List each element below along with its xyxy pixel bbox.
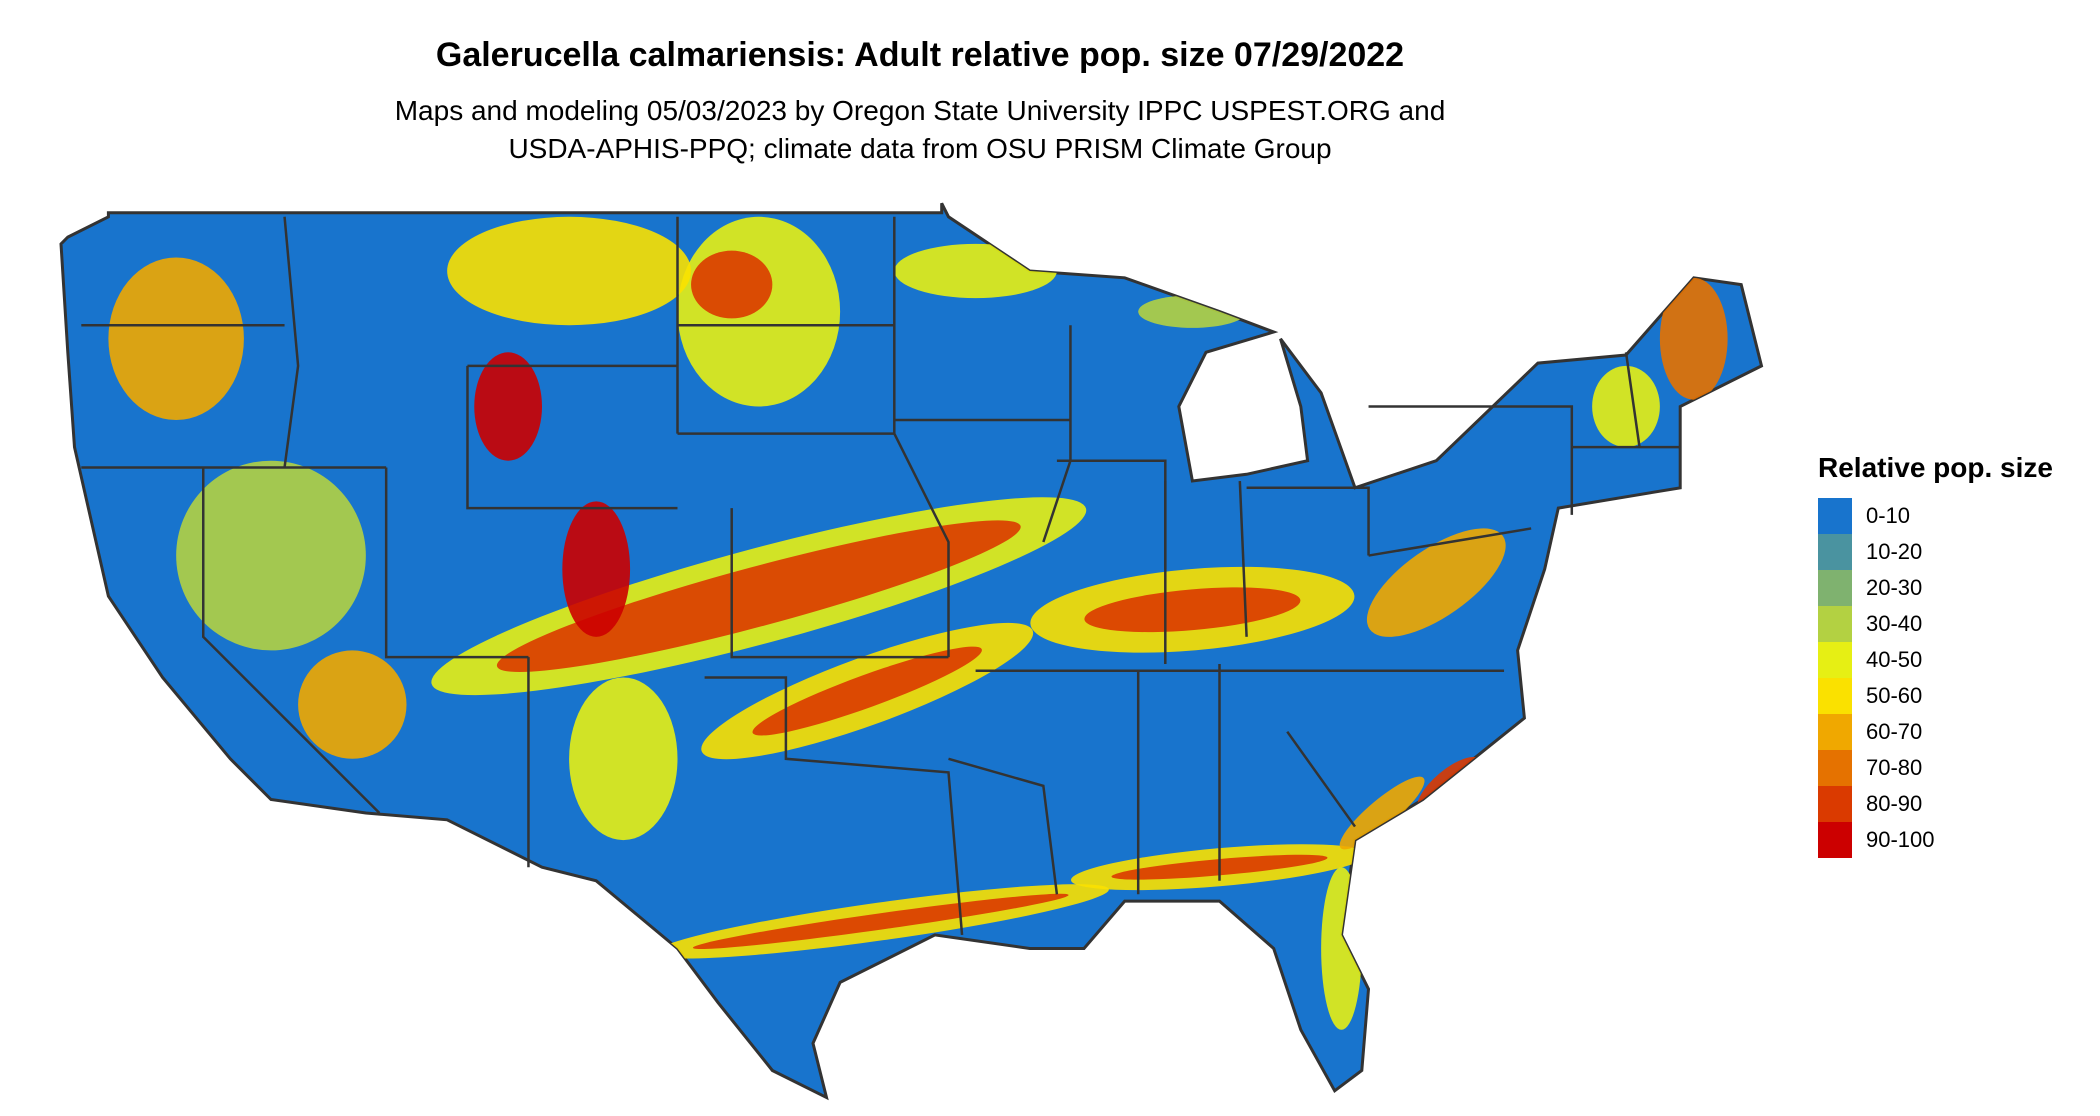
legend-swatch — [1818, 606, 1852, 642]
hotspot — [1138, 295, 1247, 328]
legend-swatch — [1818, 678, 1852, 714]
hotspot — [474, 352, 542, 461]
state-border — [283, 216, 300, 468]
hotspot — [1321, 867, 1362, 1030]
legend-label: 20-30 — [1866, 575, 1923, 600]
legend-label: 90-100 — [1866, 827, 1935, 852]
legend-label: 70-80 — [1866, 755, 1923, 780]
legend-swatch — [1818, 498, 1852, 534]
hotspot — [1366, 528, 1506, 637]
map-title: Galerucella calmariensis: Adult relative… — [435, 36, 1405, 74]
hotspot — [1592, 365, 1660, 448]
legend-item: 50-60 — [1818, 678, 2053, 714]
legend-label: 30-40 — [1866, 611, 1923, 636]
legend-item: 20-30 — [1818, 570, 2053, 606]
legend-item: 60-70 — [1818, 714, 2053, 750]
hotspot — [447, 216, 692, 326]
legend-label: 80-90 — [1866, 791, 1923, 816]
legend-label: 0-10 — [1866, 503, 1911, 528]
legend-title: Relative pop. size — [1818, 452, 2053, 483]
legend-item: 0-10 — [1818, 498, 2053, 534]
state-border — [1368, 527, 1532, 557]
legend-label: 10-20 — [1866, 539, 1923, 564]
state-border — [466, 365, 678, 510]
state-borders — [81, 216, 1681, 936]
legend-label: 60-70 — [1866, 719, 1923, 744]
legend-swatch — [1818, 750, 1852, 786]
legend: Relative pop. size 0-10 10-20 20-30 30-40 40… — [1818, 452, 2053, 858]
hotspot — [298, 650, 407, 759]
legend-item: 70-80 — [1818, 750, 2053, 786]
hotspot — [108, 257, 244, 421]
legend-item: 10-20 — [1818, 534, 2053, 570]
state-border — [893, 216, 950, 658]
state-border — [1286, 730, 1357, 828]
state-border — [948, 757, 1059, 895]
legend-item: 90-100 — [1818, 822, 2053, 858]
hotspot — [176, 460, 366, 651]
hotspot — [691, 250, 773, 319]
legend-swatch — [1818, 642, 1852, 678]
state-border — [1368, 405, 1574, 515]
hotspot — [692, 893, 1069, 950]
state-border — [704, 676, 964, 936]
hotspot — [562, 501, 631, 637]
legend-swatch — [1818, 570, 1852, 606]
legend-item: 80-90 — [1818, 786, 2053, 822]
hotspot — [569, 677, 678, 841]
state-border — [1246, 486, 1370, 556]
state-border — [1056, 459, 1167, 664]
map-subtitle-line2: USDA-APHIS-PPQ; climate data from OSU PR… — [508, 133, 1332, 164]
state-border — [1624, 352, 1641, 448]
state-border — [384, 467, 529, 659]
map-subtitle-line1: Maps and modeling 05/03/2023 by Oregon S… — [394, 95, 1446, 126]
legend-item: 30-40 — [1818, 606, 2053, 642]
legend-swatch — [1818, 714, 1852, 750]
state-border — [730, 508, 949, 659]
state-border — [202, 467, 381, 814]
legend-swatch — [1818, 786, 1852, 822]
hotspot — [1339, 776, 1425, 850]
legend-item: 40-50 — [1818, 642, 2053, 678]
hotspot — [1659, 277, 1728, 400]
legend-label: 50-60 — [1866, 683, 1923, 708]
hotspot — [677, 216, 841, 407]
legend-label: 40-50 — [1866, 647, 1923, 672]
hotspot — [752, 646, 982, 736]
state-border — [1238, 480, 1248, 637]
legend-swatch — [1818, 822, 1852, 858]
hotspot — [496, 520, 1021, 673]
legend-swatch — [1818, 534, 1852, 570]
